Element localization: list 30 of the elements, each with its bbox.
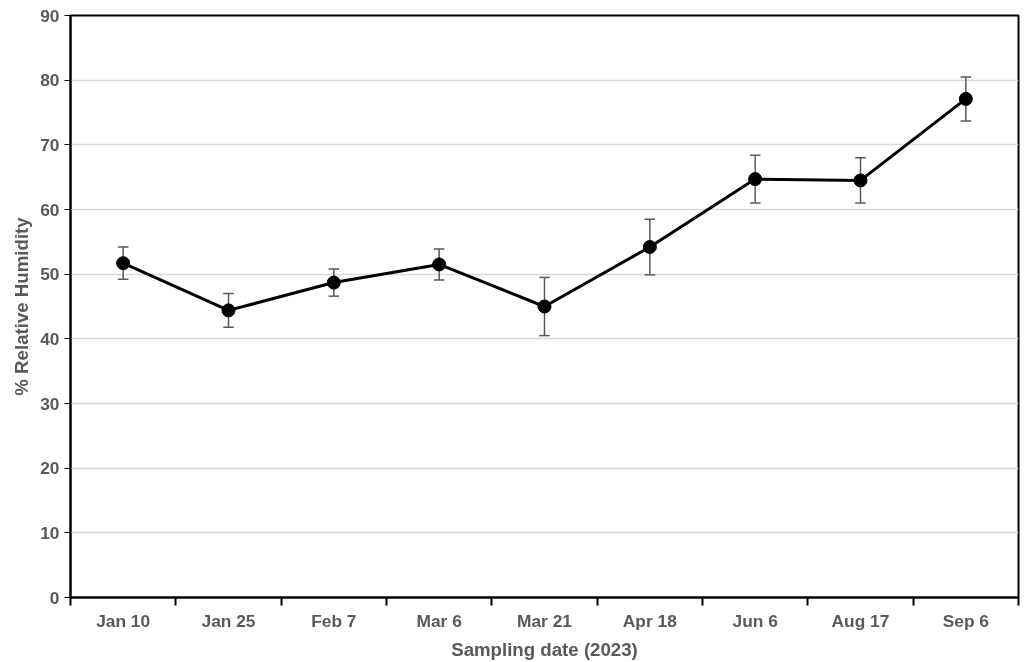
x-tick-label: Mar 21 [517,610,573,631]
x-tick-label: Sep 6 [942,610,990,631]
x-tick-label: Jan 25 [201,610,256,631]
point [958,91,973,106]
x-tick-label: Jun 6 [732,610,779,631]
y-tick-label: 90 [40,5,60,26]
x-axis-title: Sampling date (2023) [451,638,638,660]
y-tick-label: 50 [40,264,60,285]
x-tick-label: Apr 18 [622,610,678,631]
x-tick-label: Aug 17 [831,610,890,631]
x-tick-label: Mar 6 [416,610,463,631]
y-tick-label: 40 [40,328,60,349]
point [432,257,447,272]
x-tick-label: Jan 10 [96,610,151,631]
y-tick-label: 70 [40,134,60,155]
y-axis-title: % Relative Humidity [11,216,33,396]
point [853,173,868,188]
y-tick-label: 20 [40,458,60,479]
point [537,299,552,314]
point [221,303,236,318]
point [642,240,657,254]
x-tick-label: Feb 7 [311,610,357,631]
point [748,172,763,187]
y-tick-label: 10 [40,522,60,543]
y-tick-label: 0 [49,587,60,608]
point [116,256,131,271]
y-tick-label: 80 [40,70,60,91]
y-tick-label: 30 [40,393,60,414]
y-tick-label: 60 [40,199,60,220]
point [326,275,341,290]
